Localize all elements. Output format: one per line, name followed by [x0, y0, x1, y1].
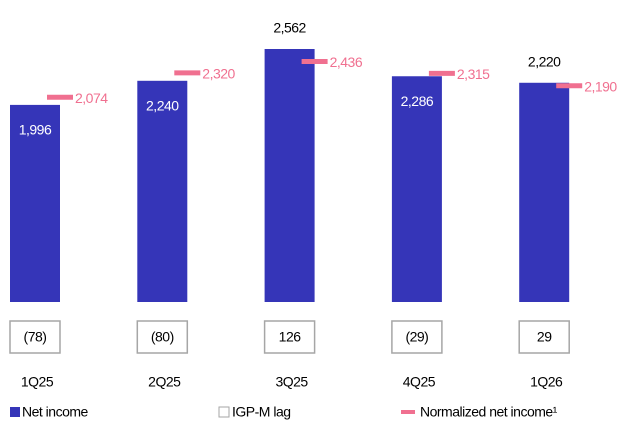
bar-value-label: 2,220 [528, 53, 561, 69]
bar-value-label: 1,996 [19, 122, 52, 138]
bar [10, 104, 60, 302]
bar-value-label: 2,240 [146, 98, 179, 114]
normalized-label: 2,315 [457, 66, 490, 82]
legend-label: Net income [22, 404, 89, 420]
bar-value-label: 2,286 [401, 93, 434, 109]
bar [137, 80, 188, 302]
legend-label: IGP-M lag [232, 404, 291, 420]
normalized-label: 2,320 [202, 66, 235, 82]
normalized-label: 2,074 [75, 90, 108, 106]
lag-label: 126 [279, 329, 302, 345]
normalized-label: 2,190 [584, 78, 617, 94]
legend-label: Normalized net income¹ [420, 404, 558, 420]
lag-label: 29 [537, 329, 552, 345]
legend-swatch [218, 406, 230, 418]
x-tick-label: 1Q25 [21, 374, 54, 390]
x-tick-label: 1Q26 [530, 374, 563, 390]
bar [264, 49, 315, 302]
lag-label: (29) [405, 329, 428, 345]
lag-label: (78) [24, 329, 47, 345]
lag-box [136, 320, 189, 354]
x-tick-label: 3Q25 [275, 374, 308, 390]
lag-label: (80) [151, 329, 174, 345]
x-tick-label: 4Q25 [403, 374, 436, 390]
legend-swatch [10, 407, 20, 417]
normalized-label: 2,436 [330, 54, 363, 70]
lag-box [391, 320, 443, 354]
bar [391, 76, 442, 302]
lag-box [518, 320, 570, 354]
lag-box [263, 320, 316, 354]
bar-value-label: 2,562 [273, 20, 306, 36]
bar [519, 82, 570, 303]
x-tick-label: 2Q25 [148, 374, 181, 390]
lag-box [9, 320, 61, 354]
